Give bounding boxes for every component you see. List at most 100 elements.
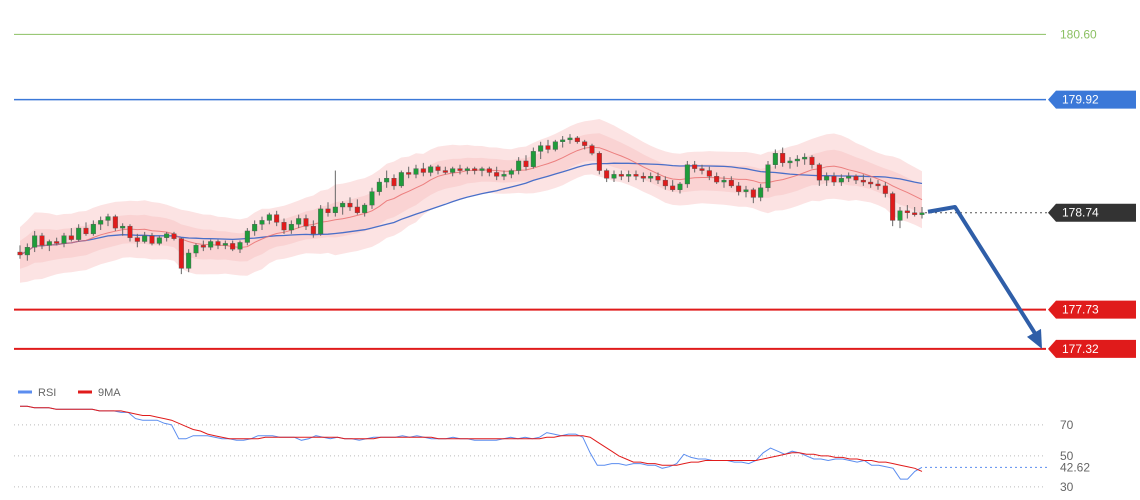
- candle-body: [464, 168, 470, 171]
- candle-body: [288, 224, 294, 231]
- candle: [897, 206, 903, 229]
- candle: [46, 239, 52, 252]
- candle-body: [105, 216, 111, 221]
- candle: [552, 139, 558, 152]
- candle-body: [890, 193, 896, 221]
- candle: [545, 139, 551, 154]
- candle: [816, 162, 822, 186]
- candle: [706, 166, 712, 181]
- candle-body: [98, 220, 104, 225]
- price-level-labels: 180.60 179.92 178.74 177.73 177.32: [1048, 27, 1136, 358]
- candle: [296, 214, 302, 229]
- candle-body: [186, 252, 192, 269]
- candle: [618, 170, 624, 181]
- candle-body: [281, 222, 287, 231]
- candle: [758, 183, 764, 202]
- candle-body: [501, 174, 507, 177]
- candle-body: [303, 218, 309, 227]
- candle-body: [222, 243, 228, 246]
- candle-body: [875, 183, 881, 187]
- candle-body: [838, 178, 844, 183]
- candle: [17, 245, 23, 259]
- candle: [743, 185, 749, 198]
- candle: [560, 136, 566, 148]
- candle: [721, 176, 727, 188]
- candle-body: [340, 202, 346, 208]
- candle-body: [24, 247, 30, 256]
- candle-body: [662, 179, 668, 187]
- candle-body: [442, 170, 448, 173]
- price-levels: [14, 33, 1050, 350]
- candle: [274, 210, 280, 227]
- candle: [457, 164, 463, 175]
- candle-body: [604, 170, 610, 179]
- candle-body: [296, 218, 302, 225]
- candle: [215, 239, 221, 250]
- rsi-tick-label-0: 70: [1060, 418, 1074, 432]
- candle: [134, 233, 140, 248]
- candle-body: [611, 174, 617, 179]
- candle-body: [750, 189, 756, 198]
- candle-body: [780, 153, 786, 164]
- candle-body: [582, 141, 588, 146]
- candle: [98, 216, 104, 230]
- candle-body: [134, 237, 140, 242]
- candle-body: [486, 168, 492, 173]
- candle: [655, 172, 661, 184]
- candle-body: [83, 227, 89, 235]
- slow-ma-line: [19, 162, 923, 256]
- candle: [670, 180, 676, 192]
- candle-body: [596, 153, 602, 171]
- candle-body: [420, 168, 426, 173]
- candle-body: [508, 170, 514, 175]
- candle-body: [809, 156, 815, 165]
- candle: [882, 182, 888, 198]
- candle-body: [230, 243, 236, 250]
- level-label-4: 177.32: [1062, 342, 1099, 356]
- candle: [860, 174, 866, 186]
- candle-body: [706, 170, 712, 177]
- candle-body: [560, 139, 566, 142]
- candle: [626, 170, 632, 183]
- candle: [875, 180, 881, 190]
- candle: [919, 206, 925, 219]
- candle-body: [802, 156, 808, 160]
- candle: [281, 218, 287, 234]
- candle-body: [310, 225, 316, 235]
- candle: [252, 220, 258, 236]
- candle-body: [46, 241, 52, 246]
- candle: [831, 172, 837, 186]
- candle-body: [112, 216, 118, 229]
- candle: [450, 166, 456, 177]
- candle-body: [728, 179, 734, 187]
- arrow-shaft: [927, 204, 1038, 336]
- candle-body: [435, 166, 441, 171]
- candle-body: [860, 179, 866, 183]
- candle: [765, 160, 771, 192]
- candle-body: [354, 206, 360, 213]
- candle-body: [574, 137, 580, 142]
- candle-body: [765, 164, 771, 189]
- candle: [780, 147, 786, 167]
- candle-body: [347, 202, 353, 208]
- candle: [54, 237, 60, 246]
- candle: [112, 214, 118, 231]
- candle-body: [736, 185, 742, 192]
- candle: [178, 237, 184, 275]
- candle: [120, 223, 126, 236]
- level-tag-1: [1048, 90, 1136, 109]
- candle: [662, 176, 668, 190]
- candle: [362, 203, 368, 217]
- candle: [736, 182, 742, 196]
- candle-body: [772, 153, 778, 165]
- rsi-panel: 70 50 30 42.62: [14, 405, 1090, 494]
- candle: [193, 243, 199, 257]
- candle-body: [479, 168, 485, 171]
- candle-body: [538, 145, 544, 152]
- candle: [90, 220, 96, 236]
- candle-body: [32, 235, 38, 248]
- level-tag-2: [1048, 203, 1136, 222]
- candle: [32, 230, 38, 253]
- candle-body: [677, 183, 683, 190]
